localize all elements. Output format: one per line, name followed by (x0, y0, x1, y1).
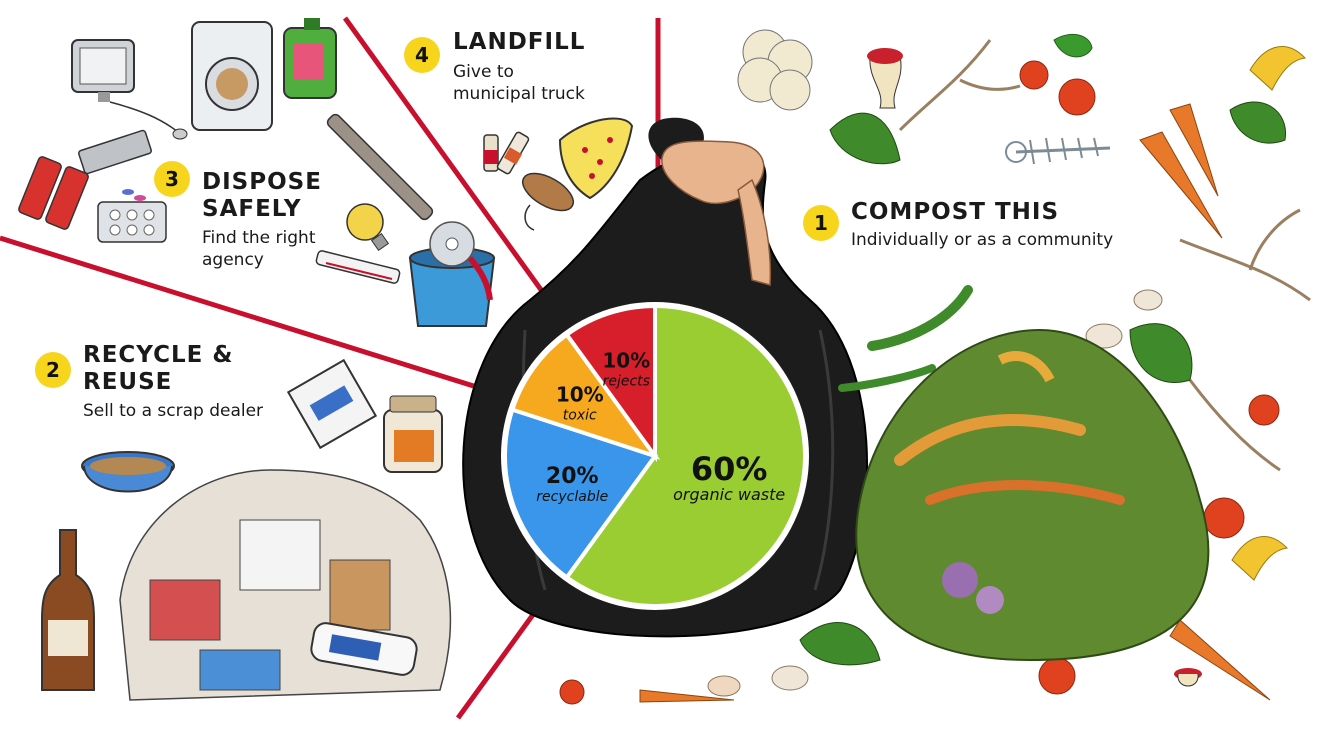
chemical-jug-icon (283, 18, 337, 99)
tomato-icon (559, 60, 1280, 705)
keyboard-icon (78, 129, 152, 175)
pie-slice-organic-waste (564, 303, 807, 608)
pill-blister-icon (97, 189, 167, 243)
hand-icon (661, 140, 772, 286)
cauliflower-icon (737, 29, 813, 111)
pie-percent-label: 60% (691, 450, 768, 488)
thermometer-icon (315, 250, 401, 284)
green-chili-icon (838, 33, 1093, 392)
detergent-bottle-icon (310, 622, 418, 676)
leafy-greens (799, 101, 1287, 666)
tube-light-icon (326, 113, 434, 221)
pie-percent-label: 20% (546, 464, 599, 489)
jar-icon (383, 395, 443, 473)
pie-slice-toxic (509, 331, 661, 460)
banana-peel-icon (1231, 46, 1307, 581)
pie-percent-label: 10% (602, 349, 650, 373)
section-title: RECYCLE & REUSE (83, 342, 234, 395)
carrot-icon (639, 103, 1271, 703)
milk-carton-icon (286, 358, 378, 450)
step-number-badge: 2 (35, 352, 71, 388)
twig-branches (898, 39, 1311, 472)
divider-dispose-landfill (342, 16, 555, 307)
section-title: COMPOST THIS (851, 199, 1060, 225)
divider-recycle-compost (455, 603, 543, 720)
cooking-pot-icon (81, 451, 175, 493)
section-subtitle: Individually or as a community (851, 230, 1114, 250)
section-title: LANDFILL (453, 29, 586, 55)
bottle-icon (41, 529, 95, 691)
divider-recycle-dispose (0, 235, 481, 391)
pie-category-label: rejects (603, 374, 650, 390)
section-subtitle: Give to municipal truck (453, 62, 585, 104)
eggshell-icon (707, 289, 1163, 697)
cd-icon (429, 221, 475, 267)
washing-machine-icon (191, 21, 273, 131)
apple-core-icon (867, 48, 1202, 687)
fish-bone-icon (1005, 137, 1111, 165)
diaper-icon (558, 117, 634, 200)
pie-percent-label: 10% (556, 382, 604, 406)
step-number-badge: 3 (154, 161, 190, 197)
section-subtitle: Find the right agency (202, 228, 316, 270)
compost-pile-icon (855, 328, 1210, 662)
pie-category-label: recyclable (536, 489, 608, 505)
waste-pie-chart: 60%organic waste20%recyclable10%toxic10%… (501, 302, 809, 610)
pie-category-label: organic waste (673, 485, 785, 504)
section-title: DISPOSE SAFELY (202, 169, 322, 222)
syringe-icon (496, 131, 530, 175)
battery-icon (18, 156, 89, 230)
dead-rat-icon (522, 172, 574, 231)
pie-slice-rejects (564, 303, 657, 463)
step-number-badge: 4 (404, 37, 440, 73)
light-bulb-icon (346, 203, 390, 252)
computer-icon (71, 39, 188, 140)
step-number-badge: 1 (803, 205, 839, 241)
pie-category-label: toxic (563, 407, 597, 423)
section-subtitle: Sell to a scrap dealer (83, 401, 264, 421)
pie-slice-recyclable (503, 407, 659, 581)
medicine-vial-icon (483, 134, 499, 172)
section-dividers (0, 16, 661, 720)
